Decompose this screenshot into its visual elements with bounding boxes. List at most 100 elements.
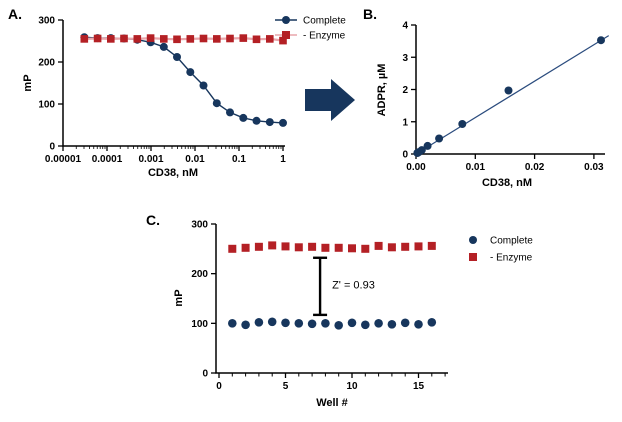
series-line [84, 36, 284, 42]
data-point [212, 99, 221, 108]
legend-marker-circle [282, 16, 290, 24]
y-tick-label: 4 [402, 21, 408, 32]
data-point [417, 146, 426, 155]
data-point [361, 320, 370, 330]
data-point [401, 242, 410, 251]
y-tick-label: 300 [191, 220, 208, 231]
data-point [400, 318, 410, 328]
data-point [213, 35, 221, 43]
data-point [321, 243, 330, 252]
legend: Complete - Enzyme [275, 16, 346, 42]
legend-label: Complete [303, 16, 346, 27]
data-point [146, 34, 155, 42]
data-point [173, 53, 181, 61]
x-axis-title: CD38, nM [148, 167, 198, 179]
data-point [239, 34, 248, 42]
data-point [254, 318, 264, 327]
legend-marker-circle [469, 236, 477, 244]
x-tick-label: 0.00001 [45, 154, 82, 165]
y-tick-label: 2 [402, 85, 408, 96]
axes [215, 224, 448, 374]
panel-c-label: C. [146, 212, 160, 228]
data-point [226, 108, 234, 117]
x-tick-label: 1 [280, 154, 286, 165]
data-point [267, 317, 277, 327]
panel-c-chart: 0 100 200 300 0 5 10 15 Well # mP Z' = 0.93 Complet… [173, 220, 533, 410]
data-point [458, 120, 467, 128]
y-tick-label: 100 [38, 100, 55, 111]
data-point [414, 242, 423, 251]
series-complete [228, 317, 437, 330]
y-tick-label: 1 [402, 117, 408, 128]
legend-marker-square [469, 253, 477, 261]
panel-b-chart: 0 1 2 3 4 0.00 0.01 0.02 0.03 CD38, nM ADPR, µM [376, 21, 610, 189]
x-tick-label: 0 [216, 381, 222, 392]
panel-a-label: A. [8, 6, 22, 22]
data-point [228, 244, 237, 253]
data-point [294, 243, 303, 252]
y-axis-title: mP [22, 74, 34, 91]
legend-label: - Enzyme [303, 31, 346, 42]
data-point [241, 320, 250, 330]
x-tick-label: 10 [346, 381, 358, 392]
data-point [93, 34, 102, 43]
x-tick-label: 0.001 [138, 154, 163, 165]
data-point [334, 321, 343, 330]
data-point [387, 320, 397, 329]
data-point [241, 243, 250, 252]
x-tick-label: 0.01 [466, 162, 486, 173]
legend: Complete - Enzyme [469, 236, 533, 264]
data-point [120, 34, 128, 43]
right-arrow-icon [305, 79, 355, 121]
y-tick-label: 200 [191, 269, 208, 280]
data-point [199, 34, 208, 43]
data-point [173, 35, 181, 44]
data-point [265, 118, 274, 127]
data-point [294, 319, 304, 328]
right-arrow-shape [305, 79, 355, 121]
data-point [597, 36, 605, 45]
panel-b-label: B. [363, 6, 377, 22]
data-point [427, 318, 437, 327]
data-point [107, 35, 115, 43]
data-point [281, 242, 290, 251]
panel-a-chart: 0 100 200 300 0.00001 0.0001 0.001 0.01 0.1 1 CD38… [22, 16, 346, 180]
data-point [252, 116, 261, 125]
data-point [414, 320, 423, 329]
x-tick-label: 5 [283, 381, 289, 392]
x-tick-label: 15 [413, 381, 425, 392]
data-point [347, 318, 357, 328]
series-line [84, 36, 284, 124]
data-point [348, 244, 356, 253]
y-tick-label: 0 [402, 150, 408, 161]
data-point [427, 241, 436, 250]
y-tick-label: 100 [191, 319, 208, 330]
data-point [279, 36, 287, 45]
x-tick-label: 0.01 [185, 154, 205, 165]
fit-line [415, 35, 610, 155]
data-point [252, 35, 261, 44]
y-tick-label: 3 [402, 53, 408, 64]
data-point [321, 319, 330, 328]
data-point [423, 141, 432, 150]
y-tick-label: 200 [38, 58, 55, 69]
data-point [186, 68, 195, 77]
y-tick-label: 0 [49, 142, 55, 153]
data-point [199, 81, 208, 90]
x-tick-label: 0.1 [232, 154, 246, 165]
data-point [307, 319, 317, 329]
data-point [160, 35, 168, 43]
data-point [133, 35, 142, 43]
x-axis-title: CD38, nM [482, 177, 532, 189]
data-point [239, 113, 248, 122]
series-enzyme [80, 34, 287, 45]
data-point [226, 34, 234, 43]
series-enzyme [228, 241, 436, 253]
y-tick-label: 300 [38, 16, 55, 27]
y-tick-label: 0 [202, 369, 208, 380]
x-tick-label: 0.00 [406, 162, 426, 173]
data-point [374, 241, 383, 250]
data-point [279, 118, 287, 127]
series-adpr [413, 36, 605, 157]
